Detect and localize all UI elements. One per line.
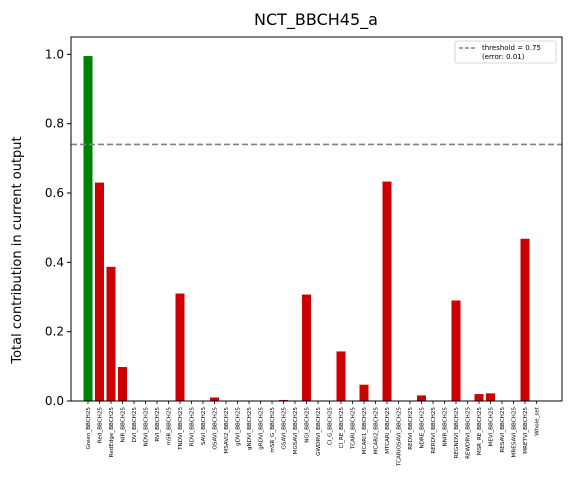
x-ticks: Green_BBCH25 Red_BBCH25 RedEdge_BBCH25 NIR_… bbox=[86, 401, 541, 467]
axes-layer bbox=[70, 36, 563, 402]
y-ticks: 0.0 0.2 0.4 0.6 0.8 1.0 bbox=[45, 47, 71, 408]
x-tick-label-8: TNDVI_BBCH25 bbox=[178, 407, 184, 451]
x-tick-label-36: RESAVI_BBCH25 bbox=[500, 407, 506, 453]
x-tick-label-1: Red_BBCH25 bbox=[98, 407, 104, 444]
bar-1 bbox=[95, 182, 104, 401]
bar-3 bbox=[118, 367, 127, 401]
bar-34 bbox=[474, 394, 484, 401]
x-tick-label-2: RedEdge_BBCH25 bbox=[109, 407, 115, 458]
x-tick-label-20: GWDRVI_BBCH25 bbox=[316, 407, 322, 456]
bar-8 bbox=[175, 293, 185, 401]
x-tick-label-13: gDVI_BBCH25 bbox=[236, 407, 242, 446]
x-tick-label-21: CI_G_BBCH25 bbox=[328, 407, 334, 446]
x-tick-label-37: MRESAVI_BBCH25 bbox=[512, 407, 518, 458]
x-tick-label-23: TCARI_BBCH25 bbox=[351, 407, 357, 450]
bar-19 bbox=[302, 294, 311, 401]
x-tick-label-34: MSR_RE_BBCH25 bbox=[477, 407, 483, 456]
bar-22 bbox=[336, 351, 346, 401]
legend: threshold = 0.75(error: 0.01) bbox=[454, 40, 557, 64]
bars-layer bbox=[83, 56, 530, 401]
x-tick-label-28: REDVI_BBCH25 bbox=[408, 407, 414, 450]
bar-0 bbox=[83, 56, 93, 401]
x-tick-label-35: MEVI_BBCH25 bbox=[489, 407, 495, 447]
y-tick-label-4: 0.8 bbox=[45, 117, 64, 131]
y-tick-label-5: 1.0 bbox=[45, 47, 64, 61]
bar-17 bbox=[279, 399, 288, 401]
bar-29 bbox=[417, 395, 426, 401]
x-tick-label-5: NDVI_BBCH25 bbox=[144, 407, 150, 447]
x-tick-label-38: MRETVI_BBCH25 bbox=[523, 407, 529, 454]
x-tick-label-26: MTCARI_BBCH25 bbox=[385, 407, 391, 454]
legend-label-line1: threshold = 0.75 bbox=[482, 44, 541, 52]
x-tick-label-31: NNIR_BBCH25 bbox=[443, 407, 449, 447]
x-tick-label-33: REWDRVI_BBCH25 bbox=[466, 407, 472, 459]
bar-24 bbox=[359, 384, 369, 401]
bar-35 bbox=[486, 393, 495, 401]
bar-2 bbox=[106, 266, 116, 401]
legend-box bbox=[454, 40, 557, 64]
bar-32 bbox=[451, 300, 461, 401]
x-tick-label-19: NGI_BBCH25 bbox=[305, 407, 311, 443]
bar-38 bbox=[520, 238, 530, 401]
x-tick-label-32: REGNDVI_BBCH25 bbox=[454, 407, 460, 459]
x-tick-label-39: Whole_set bbox=[535, 406, 541, 436]
x-tick-label-22: CI_RE_BBCH25 bbox=[339, 407, 345, 449]
x-tick-label-4: DVI_BBCH25 bbox=[132, 407, 138, 443]
x-tick-label-18: MGSAVI_BBCH25 bbox=[293, 407, 299, 455]
x-tick-label-16: mSR_G_BBCH25 bbox=[270, 407, 276, 453]
legend-label-line2: (error: 0.01) bbox=[482, 53, 525, 61]
y-tick-label-3: 0.6 bbox=[45, 186, 64, 200]
x-tick-label-27: TCARIOSAVI_BBCH25 bbox=[397, 407, 403, 467]
x-tick-label-11: OSAVI_BBCH25 bbox=[213, 407, 219, 450]
x-tick-label-14: gNDVI_BBCH25 bbox=[247, 407, 253, 450]
x-tick-label-6: RVI_BBCH25 bbox=[155, 407, 161, 442]
x-tick-label-3: NIR_BBCH25 bbox=[121, 407, 127, 443]
x-tick-label-12: MSAVI2_BBCH25 bbox=[224, 407, 230, 454]
x-tick-label-17: GSAVI_BBCH25 bbox=[282, 407, 288, 450]
x-tick-label-29: NDRE_BBCH25 bbox=[420, 407, 426, 449]
x-tick-label-30: RERDVI_BBCH25 bbox=[431, 407, 437, 454]
bar-11 bbox=[210, 397, 219, 401]
y-tick-label-1: 0.2 bbox=[45, 325, 64, 339]
x-tick-label-7: mSR_BBCH25 bbox=[167, 407, 173, 446]
chart-title: NCT_BBCH45_a bbox=[254, 10, 378, 30]
bar-26 bbox=[382, 181, 392, 401]
x-tick-label-9: RDVI_BBCH25 bbox=[190, 407, 196, 447]
y-axis-label: Total contribution in current output bbox=[10, 136, 25, 364]
x-tick-label-24: MCARI1_BBCH25 bbox=[362, 407, 368, 455]
y-tick-label-2: 0.4 bbox=[45, 255, 64, 269]
x-tick-label-15: gRDVI_BBCH25 bbox=[259, 407, 265, 450]
x-tick-label-0: Green_BBCH25 bbox=[86, 407, 92, 450]
x-tick-label-25: MCARI2_BBCH25 bbox=[374, 407, 380, 455]
plot-frame bbox=[70, 36, 563, 402]
y-tick-label-0: 0.0 bbox=[45, 394, 64, 408]
x-tick-label-10: SAVI_BBCH25 bbox=[201, 407, 207, 446]
